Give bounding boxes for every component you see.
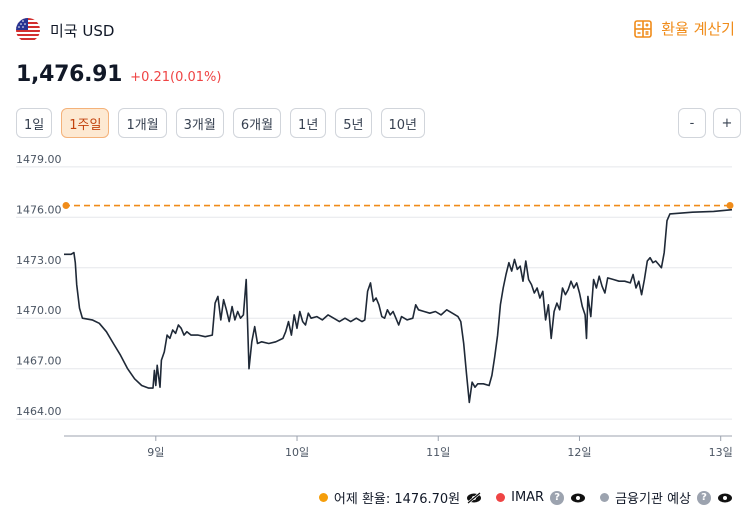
y-tick-label: 1464.00 [16, 405, 62, 418]
zoom-out-button[interactable]: - [678, 108, 706, 138]
eye-icon[interactable] [570, 492, 586, 504]
help-icon[interactable]: ? [550, 490, 565, 505]
calculator-icon [633, 19, 653, 39]
tab-3months[interactable]: 3개월 [175, 108, 224, 138]
x-axis-labels: 9일 10일 11일 12일 13일 [147, 436, 733, 459]
series-line [64, 208, 733, 404]
tab-1week[interactable]: 1주일 [61, 108, 110, 138]
zoom-in-button[interactable]: + [713, 108, 741, 138]
tab-1day[interactable]: 1일 [16, 108, 53, 138]
legend-imar-dot [496, 493, 506, 502]
legend-institution: 금융기관 예상 ? [600, 488, 733, 507]
exchange-rate-chart[interactable]: 1479.00 1476.00 1473.00 1470.00 1467.00 1464.… [0, 150, 751, 470]
legend-yesterday-dot [318, 493, 328, 502]
y-tick-label: 1473.00 [16, 254, 62, 267]
y-tick-label: 1476.00 [16, 203, 62, 216]
price-row: 1,476.91 +0.21(0.01%) [16, 62, 221, 87]
eye-slash-icon[interactable] [466, 491, 482, 504]
legend-institution-label: 금융기관 예상 [615, 492, 691, 507]
tab-10years[interactable]: 10년 [380, 108, 426, 138]
y-tick-label: 1467.00 [16, 355, 62, 368]
legend: 어제 환율: 1476.70원 IMAR ? 금융기관 예상 ? [318, 488, 733, 507]
yesterday-rate-line [62, 202, 734, 210]
legend-yesterday: 어제 환율: 1476.70원 [318, 488, 482, 507]
chart-grid [16, 166, 732, 437]
legend-imar-label: IMAR [511, 490, 545, 505]
reference-end-dot [726, 202, 734, 210]
reference-end-dot [62, 202, 70, 210]
x-tick-label: 13일 [709, 445, 733, 459]
calculator-label: 환율 계산기 [661, 20, 735, 38]
tab-1year[interactable]: 1년 [290, 108, 327, 138]
x-tick-label: 11일 [426, 445, 450, 459]
eye-icon[interactable] [717, 492, 733, 504]
header: 미국 USD 환율 계산기 [16, 16, 735, 46]
y-tick-label: 1470.00 [16, 304, 62, 317]
y-axis-labels: 1479.00 1476.00 1473.00 1470.00 1467.00 1464.… [16, 153, 62, 418]
period-tabs: 1일 1주일 1개월 3개월 6개월 1년 5년 10년 [16, 108, 426, 138]
legend-imar: IMAR ? [496, 490, 586, 505]
help-icon[interactable]: ? [697, 490, 711, 505]
legend-institution-dot [600, 493, 610, 502]
tab-1month[interactable]: 1개월 [118, 108, 167, 138]
current-price: 1,476.91 [16, 62, 123, 87]
tab-5years[interactable]: 5년 [335, 108, 372, 138]
x-tick-label: 12일 [567, 445, 591, 459]
x-tick-label: 9일 [147, 445, 164, 459]
y-tick-label: 1479.00 [16, 153, 62, 166]
tab-6months[interactable]: 6개월 [232, 108, 282, 138]
currency-name: 미국 USD [50, 22, 115, 40]
us-flag-icon [16, 18, 40, 42]
price-change: +0.21(0.01%) [130, 70, 222, 85]
x-tick-label: 10일 [285, 445, 309, 459]
legend-yesterday-label: 어제 환율: 1476.70원 [333, 492, 461, 507]
calculator-button[interactable]: 환율 계산기 [633, 18, 735, 39]
